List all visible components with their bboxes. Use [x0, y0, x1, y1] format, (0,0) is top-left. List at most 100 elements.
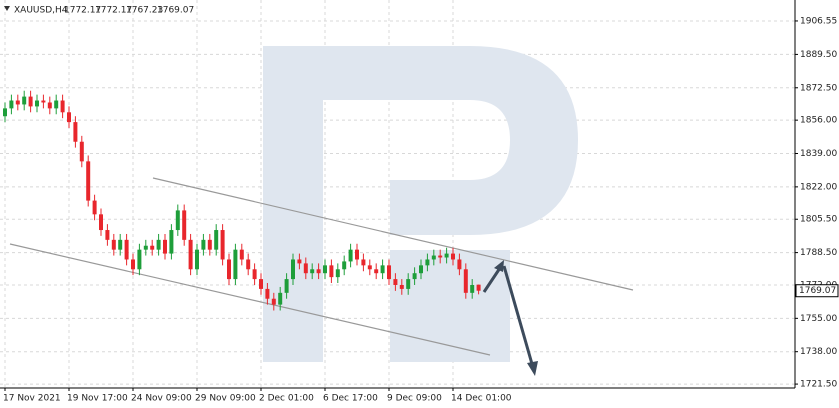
- candle-body: [278, 292, 283, 305]
- price-label-box: [795, 284, 839, 298]
- forecast-arrows: [482, 260, 538, 376]
- candle-body: [252, 269, 257, 280]
- candle-body: [271, 298, 276, 305]
- y-tick-label: 1906.55: [800, 16, 837, 26]
- candle-body: [9, 100, 14, 109]
- candle-body: [463, 269, 468, 293]
- candle-body: [412, 273, 417, 280]
- candle-body: [163, 239, 167, 254]
- y-tick-label: 1755.00: [800, 314, 837, 324]
- y-tick-label: 1889.50: [800, 50, 837, 60]
- candle-body: [67, 112, 71, 123]
- candle-body: [60, 100, 65, 113]
- candle-body: [451, 253, 455, 260]
- y-tick-label: 1822.00: [800, 182, 837, 192]
- candle-body: [92, 200, 97, 215]
- candle-body: [207, 239, 212, 250]
- x-tick-label: 6 Dec 17:00: [323, 394, 378, 404]
- y-tick-label: 1872.50: [800, 83, 837, 93]
- candle-body: [399, 284, 404, 289]
- candle-body: [367, 265, 372, 270]
- candle-body: [131, 259, 135, 270]
- candle-body: [156, 239, 161, 250]
- candle-body: [291, 259, 295, 280]
- header-high: 1772.17: [95, 6, 132, 16]
- x-tick-label: 9 Dec 09:00: [387, 394, 442, 404]
- candle-body: [329, 265, 334, 278]
- candle-body: [175, 210, 180, 231]
- candle-body: [227, 259, 231, 280]
- candle-body: [3, 108, 7, 117]
- trend-line-upper: [152, 177, 634, 291]
- x-tick-label: 24 Nov 09:00: [131, 394, 192, 404]
- candle-body: [220, 230, 225, 260]
- header-open: 1772.17: [64, 6, 101, 16]
- candle-body: [137, 249, 142, 270]
- candle-body: [361, 259, 366, 266]
- candle-body: [316, 269, 321, 274]
- candle-body: [431, 255, 436, 260]
- candle-body: [111, 239, 116, 250]
- candle-body: [195, 249, 199, 270]
- candle-body: [470, 284, 475, 293]
- y-tick-label: 1856.00: [800, 116, 837, 126]
- candle-body: [118, 239, 123, 250]
- price-label: 1769.07: [799, 286, 836, 296]
- x-tick-label: 29 Nov 09:00: [195, 394, 256, 404]
- x-tick-label: 2 Dec 01:00: [259, 394, 314, 404]
- candle-body: [438, 255, 443, 258]
- candle-body: [348, 249, 353, 262]
- candle-body: [169, 230, 174, 254]
- candle-body: [419, 265, 423, 274]
- candle-body: [323, 265, 327, 274]
- candle-body: [303, 263, 308, 274]
- candle-body: [444, 253, 449, 258]
- candles: [3, 90, 481, 311]
- x-tick-label: 17 Nov 2021: [3, 394, 61, 404]
- x-tick-label: 14 Dec 01:00: [451, 394, 512, 404]
- y-tick-label: 1721.50: [800, 380, 837, 390]
- candle-body: [86, 161, 91, 201]
- candle-body: [355, 249, 359, 260]
- candle-body: [124, 239, 129, 260]
- y-tick-label: 1839.00: [800, 149, 837, 159]
- candle-body: [335, 269, 340, 278]
- chart-title: XAUUSD,H4: [14, 6, 68, 16]
- header-close: 1769.07: [157, 6, 194, 16]
- watermark: [263, 46, 578, 362]
- candle-body: [15, 100, 20, 105]
- candle-body: [457, 259, 462, 270]
- candle-body: [73, 122, 78, 142]
- candle-body: [35, 100, 39, 107]
- candle-body: [342, 261, 347, 270]
- candle-body: [41, 100, 46, 103]
- axes: 1721.501738.001755.001772.001788.501805.…: [3, 16, 839, 404]
- candle-body: [188, 239, 193, 270]
- candle-body: [239, 249, 244, 260]
- x-tick-label: 19 Nov 17:00: [67, 394, 128, 404]
- candle-body: [214, 230, 219, 250]
- candle-body: [387, 265, 391, 280]
- candle-body: [233, 249, 238, 280]
- symbol-icon: [4, 6, 10, 11]
- candle-body: [150, 245, 155, 250]
- trend-line-lower: [9, 243, 491, 356]
- candle-body: [54, 100, 59, 109]
- candle-body: [28, 96, 33, 107]
- candle-body: [79, 141, 84, 162]
- candle-body: [393, 279, 398, 285]
- candle-body: [246, 259, 251, 270]
- candle-body: [105, 230, 110, 240]
- candle-body: [201, 239, 206, 250]
- header-low: 1767.23: [126, 6, 163, 16]
- candle-body: [47, 102, 52, 109]
- candle-body: [406, 279, 411, 289]
- y-tick-label: 1788.50: [800, 248, 837, 258]
- y-tick-label: 1805.50: [800, 215, 837, 225]
- candle-body: [22, 96, 27, 105]
- candle-body: [99, 214, 103, 231]
- candle-body: [182, 210, 187, 240]
- candle-body: [297, 259, 302, 264]
- candle-body: [265, 288, 270, 299]
